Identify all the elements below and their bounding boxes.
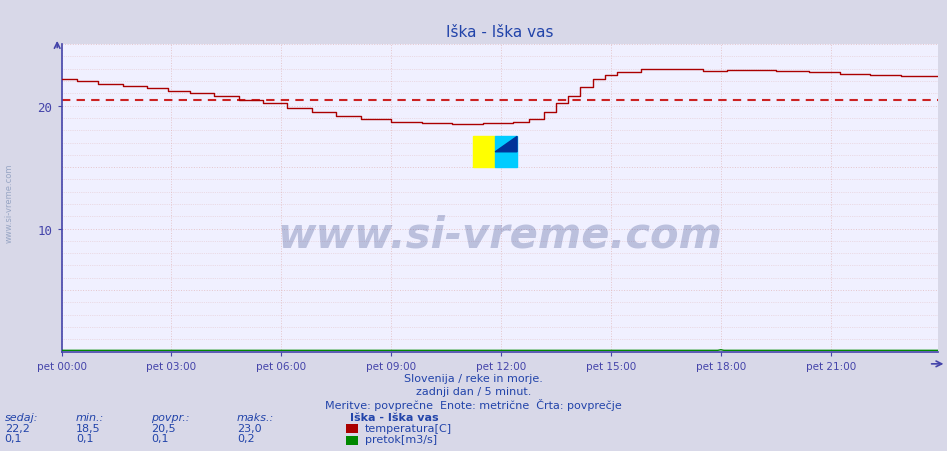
Text: temperatura[C]: temperatura[C] — [365, 423, 452, 433]
Text: 0,1: 0,1 — [152, 433, 169, 443]
Text: 0,1: 0,1 — [76, 433, 93, 443]
Text: www.si-vreme.com: www.si-vreme.com — [5, 163, 14, 243]
Text: www.si-vreme.com: www.si-vreme.com — [277, 214, 722, 256]
Text: pretok[m3/s]: pretok[m3/s] — [365, 434, 437, 444]
Text: 22,2: 22,2 — [5, 423, 29, 433]
Text: 18,5: 18,5 — [76, 423, 100, 433]
Text: 23,0: 23,0 — [237, 423, 261, 433]
Text: maks.:: maks.: — [237, 412, 274, 422]
Text: 0,1: 0,1 — [5, 433, 22, 443]
Bar — [474, 137, 495, 168]
Bar — [495, 137, 517, 168]
Text: Slovenija / reke in morje.: Slovenija / reke in morje. — [404, 373, 543, 383]
Title: Iška - Iška vas: Iška - Iška vas — [446, 25, 553, 40]
Text: Meritve: povprečne  Enote: metrične  Črta: povprečje: Meritve: povprečne Enote: metrične Črta:… — [325, 398, 622, 410]
Text: min.:: min.: — [76, 412, 104, 422]
Text: sedaj:: sedaj: — [5, 412, 38, 422]
Polygon shape — [495, 137, 517, 152]
Text: 20,5: 20,5 — [152, 423, 176, 433]
Text: 0,2: 0,2 — [237, 433, 255, 443]
Text: Iška - Iška vas: Iška - Iška vas — [350, 412, 439, 422]
Text: povpr.:: povpr.: — [152, 412, 190, 422]
Text: zadnji dan / 5 minut.: zadnji dan / 5 minut. — [416, 387, 531, 396]
